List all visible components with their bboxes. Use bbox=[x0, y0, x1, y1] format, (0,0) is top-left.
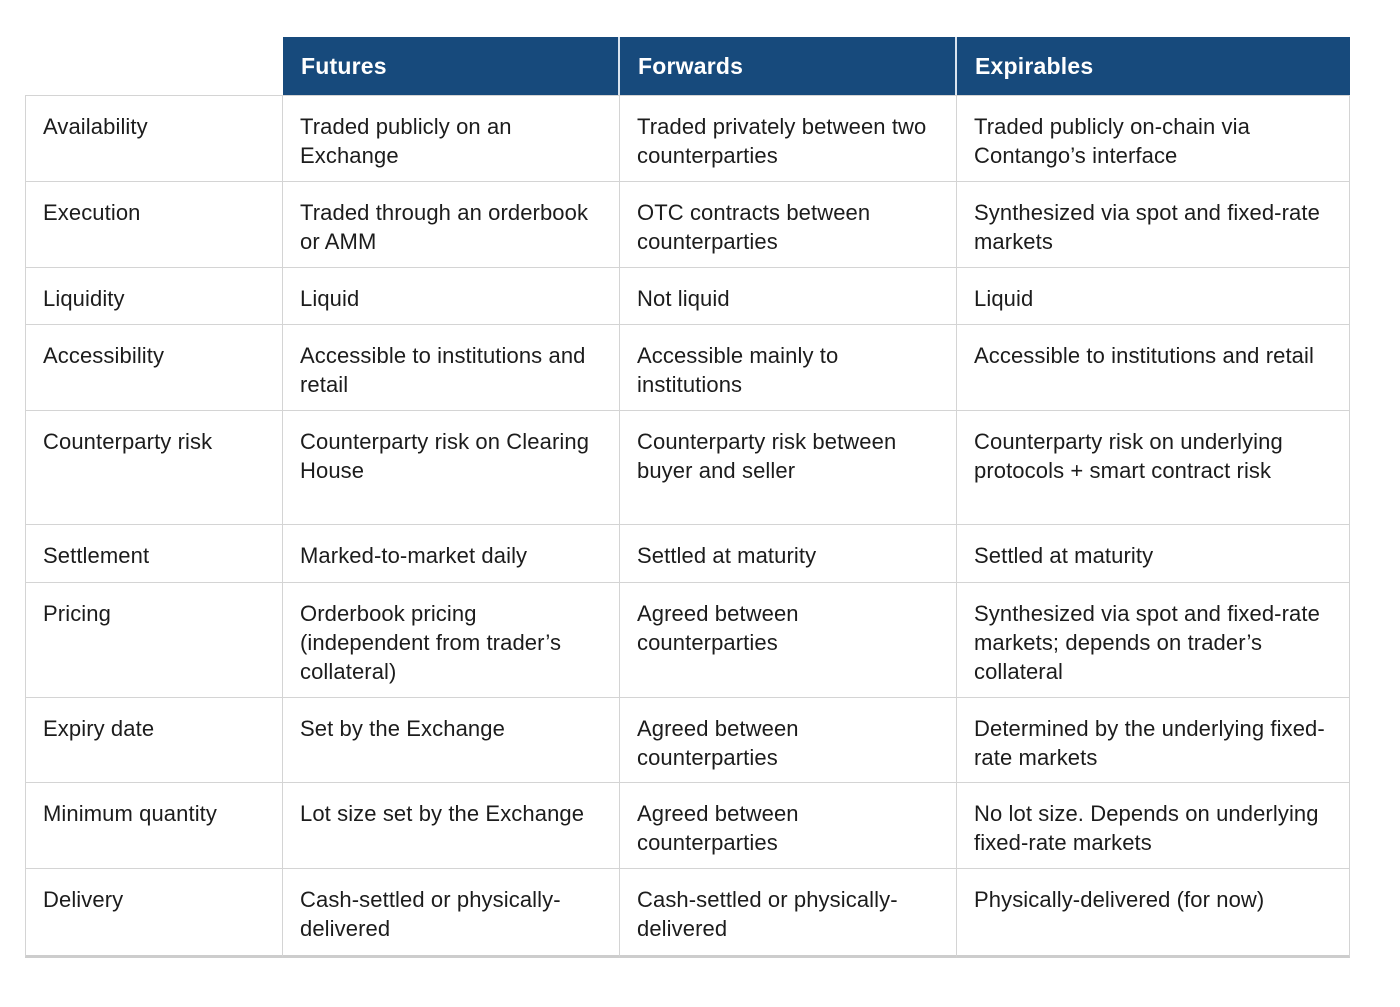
header-corner-cell bbox=[25, 37, 283, 95]
column-header-expirables: Expirables bbox=[957, 37, 1350, 95]
cell-counterparty-risk-futures: Counterparty risk on Clearing House bbox=[283, 411, 620, 525]
cell-minimum-quantity-expirables: No lot size. Depends on underlying fixed… bbox=[957, 783, 1350, 869]
cell-counterparty-risk-expirables: Counterparty risk on underlying protocol… bbox=[957, 411, 1350, 525]
cell-availability-forwards: Traded privately between two counterpart… bbox=[620, 95, 957, 182]
cell-liquidity-expirables: Liquid bbox=[957, 268, 1350, 325]
cell-delivery-expirables: Physically-delivered (for now) bbox=[957, 869, 1350, 958]
cell-minimum-quantity-futures: Lot size set by the Exchange bbox=[283, 783, 620, 869]
row-label-minimum-quantity: Minimum quantity bbox=[25, 783, 283, 869]
cell-accessibility-expirables: Accessible to institutions and retail bbox=[957, 325, 1350, 411]
cell-delivery-forwards: Cash-settled or physically-delivered bbox=[620, 869, 957, 958]
cell-pricing-forwards: Agreed between counterparties bbox=[620, 583, 957, 698]
row-label-expiry-date: Expiry date bbox=[25, 698, 283, 783]
cell-execution-forwards: OTC contracts between counterparties bbox=[620, 182, 957, 268]
cell-settlement-futures: Marked-to-market daily bbox=[283, 525, 620, 583]
cell-delivery-futures: Cash-settled or physically-delivered bbox=[283, 869, 620, 958]
column-header-forwards: Forwards bbox=[620, 37, 957, 95]
row-label-pricing: Pricing bbox=[25, 583, 283, 698]
cell-expiry-date-expirables: Determined by the underlying fixed-rate … bbox=[957, 698, 1350, 783]
cell-liquidity-forwards: Not liquid bbox=[620, 268, 957, 325]
comparison-table: Futures Forwards Expirables Availability… bbox=[25, 37, 1350, 958]
row-label-counterparty-risk: Counterparty risk bbox=[25, 411, 283, 525]
cell-counterparty-risk-forwards: Counterparty risk between buyer and sell… bbox=[620, 411, 957, 525]
row-label-delivery: Delivery bbox=[25, 869, 283, 958]
cell-execution-futures: Traded through an orderbook or AMM bbox=[283, 182, 620, 268]
cell-availability-futures: Traded publicly on an Exchange bbox=[283, 95, 620, 182]
cell-settlement-expirables: Settled at maturity bbox=[957, 525, 1350, 583]
cell-expiry-date-forwards: Agreed between counterparties bbox=[620, 698, 957, 783]
row-label-liquidity: Liquidity bbox=[25, 268, 283, 325]
cell-execution-expirables: Synthesized via spot and fixed-rate mark… bbox=[957, 182, 1350, 268]
cell-accessibility-futures: Accessible to institutions and retail bbox=[283, 325, 620, 411]
cell-expiry-date-futures: Set by the Exchange bbox=[283, 698, 620, 783]
cell-accessibility-forwards: Accessible mainly to institutions bbox=[620, 325, 957, 411]
cell-liquidity-futures: Liquid bbox=[283, 268, 620, 325]
cell-pricing-expirables: Synthesized via spot and fixed-rate mark… bbox=[957, 583, 1350, 698]
row-label-accessibility: Accessibility bbox=[25, 325, 283, 411]
cell-minimum-quantity-forwards: Agreed between counterparties bbox=[620, 783, 957, 869]
column-header-futures: Futures bbox=[283, 37, 620, 95]
cell-settlement-forwards: Settled at maturity bbox=[620, 525, 957, 583]
cell-availability-expirables: Traded publicly on-chain via Contango’s … bbox=[957, 95, 1350, 182]
row-label-settlement: Settlement bbox=[25, 525, 283, 583]
row-label-availability: Availability bbox=[25, 95, 283, 182]
cell-pricing-futures: Orderbook pricing (independent from trad… bbox=[283, 583, 620, 698]
row-label-execution: Execution bbox=[25, 182, 283, 268]
